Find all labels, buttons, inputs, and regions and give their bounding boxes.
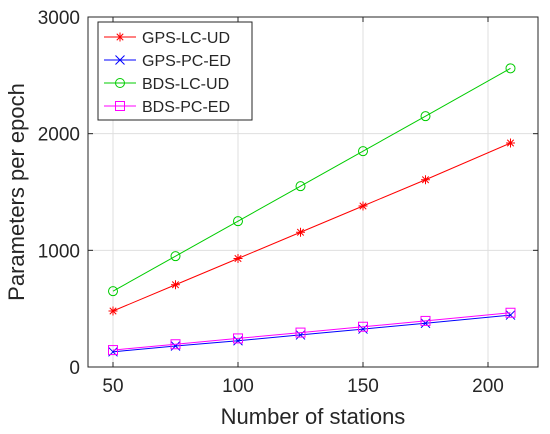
data-point <box>233 254 243 263</box>
data-point <box>358 201 368 211</box>
x-tick-label: 150 <box>347 376 379 397</box>
data-point <box>420 315 431 326</box>
x-axis-label: Number of stations <box>221 404 406 429</box>
series-layer <box>108 63 516 357</box>
data-point <box>358 146 368 157</box>
x-tick-label: 100 <box>222 376 254 397</box>
data-point <box>506 138 515 148</box>
series-line <box>112 142 511 312</box>
data-point <box>233 216 243 227</box>
data-point <box>233 333 243 344</box>
series-gps-pc-ed <box>108 310 516 357</box>
data-point <box>421 175 430 185</box>
legend: GPS-LC-UD GPS-PC-ED BDS-LC-UD BDS-PC-ED <box>97 21 253 121</box>
x-tick-label: 50 <box>102 376 123 397</box>
data-point <box>295 327 306 338</box>
legend-label: BDS-PC-ED <box>142 99 230 116</box>
legend-label: GPS-LC-UD <box>142 30 230 47</box>
y-tick-label: 2000 <box>38 125 80 146</box>
data-point <box>295 181 306 192</box>
y-tick-label: 1000 <box>38 241 80 262</box>
legend-swatch-marker <box>115 101 125 111</box>
series-line <box>112 67 511 292</box>
data-point <box>108 286 118 297</box>
legend-swatch-marker <box>115 32 125 42</box>
axes-box <box>87 16 539 368</box>
y-tick-label: 0 <box>69 358 80 379</box>
series-bds-lc-ud <box>108 63 516 297</box>
series-line <box>112 312 511 351</box>
data-point <box>171 280 180 290</box>
y-tick-label: 3000 <box>38 8 80 29</box>
series-bds-pc-ed <box>108 307 516 356</box>
data-point <box>108 345 118 356</box>
data-point <box>108 306 118 316</box>
series-gps-lc-ud <box>108 138 515 316</box>
data-point <box>170 339 181 350</box>
legend-swatch-marker <box>115 55 125 65</box>
data-point <box>420 111 431 122</box>
data-point <box>505 310 516 320</box>
legend-swatch-marker <box>115 78 125 88</box>
legend-label: GPS-PC-ED <box>142 53 231 70</box>
series-line <box>112 314 511 353</box>
data-point <box>505 63 516 74</box>
legend-box <box>97 21 253 121</box>
y-axis-label: Parameters per epoch <box>4 83 29 301</box>
data-point <box>358 321 368 332</box>
data-point <box>296 227 305 237</box>
x-tick-label: 200 <box>472 376 504 397</box>
data-point <box>505 307 516 318</box>
legend-label: BDS-LC-UD <box>142 76 229 93</box>
data-point <box>170 251 181 262</box>
